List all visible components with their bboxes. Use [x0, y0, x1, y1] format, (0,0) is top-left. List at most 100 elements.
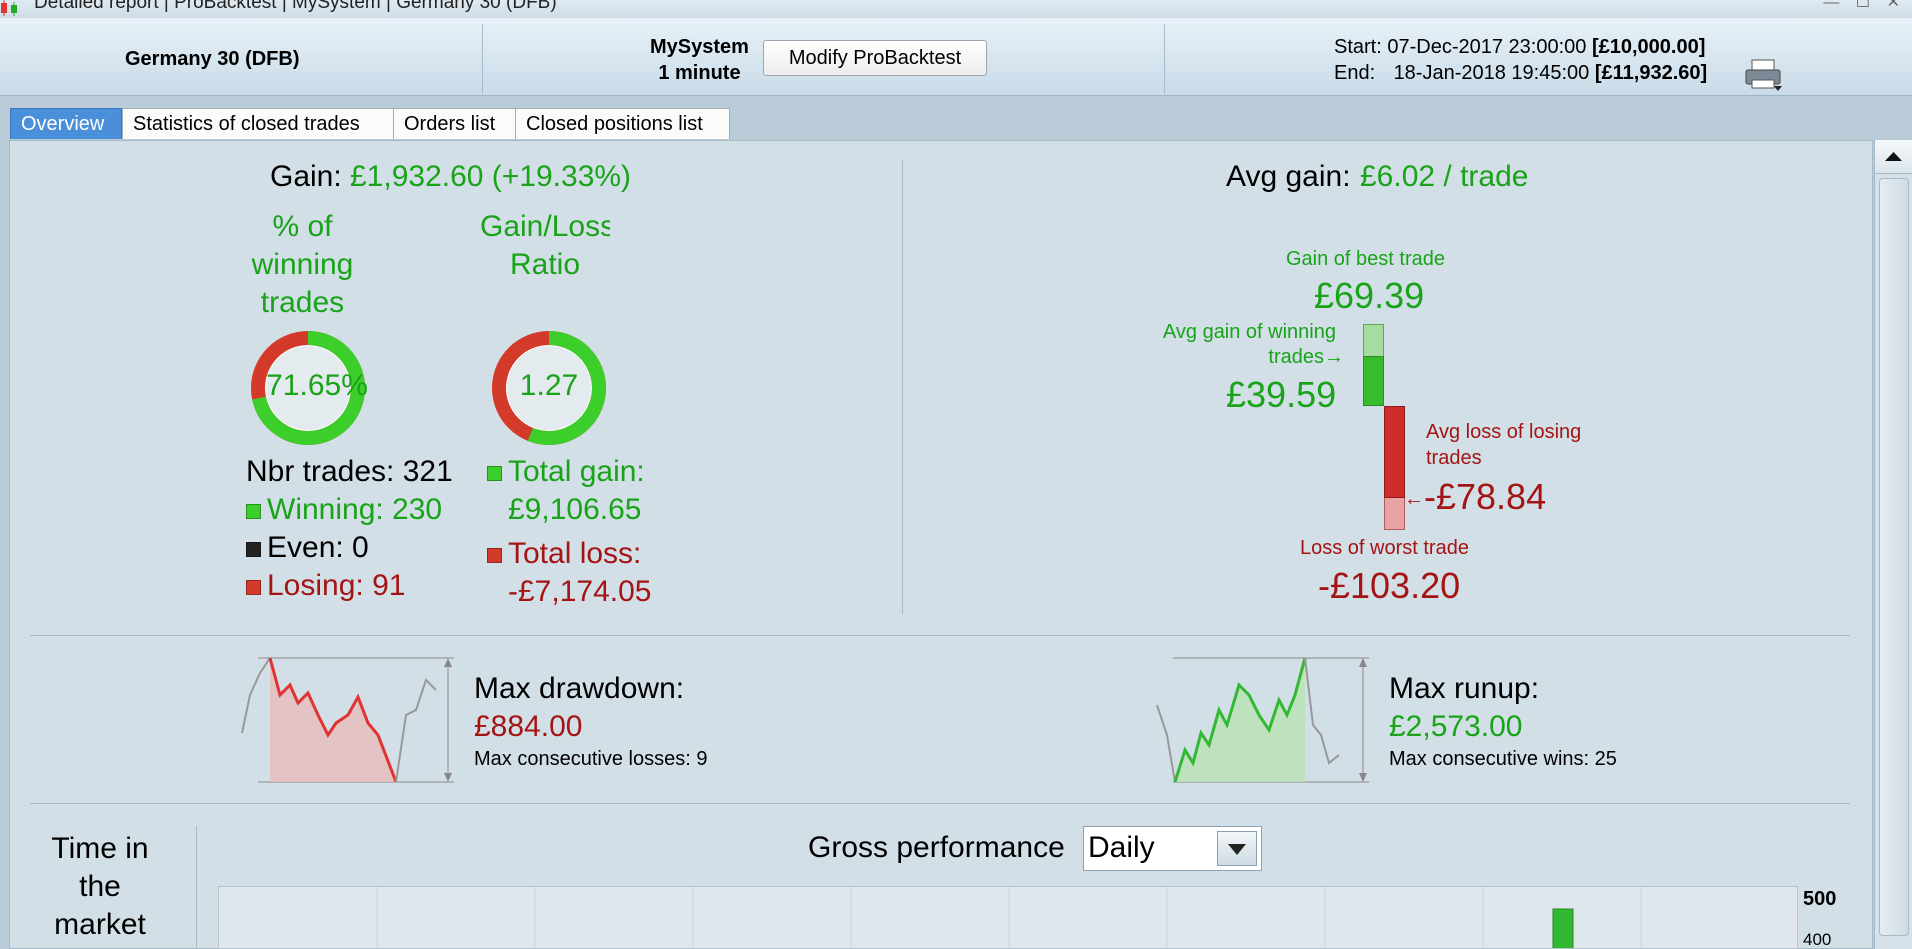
header-separator: [482, 24, 483, 94]
arrow-right-icon: →: [1324, 346, 1344, 368]
pct-winning-label: % of winning trades: [251, 210, 354, 319]
max-drawdown-value: £884.00: [474, 710, 583, 743]
window-title: Detailed report | ProBacktest | MySystem…: [34, 0, 557, 13]
avg-win-label-line2: trades→: [1150, 346, 1344, 369]
gain-value: £1,932.60 (+19.33%): [350, 160, 632, 193]
end-row: End: 18-Jan-2018 19:45:00 [£11,932.60]: [1334, 60, 1707, 86]
backtest-dates: Start: 07-Dec-2017 23:00:00 [£10,000.00]…: [1334, 34, 1707, 86]
best-trade-value: £69.39: [1314, 275, 1425, 316]
vertical-divider: [902, 160, 903, 614]
performance-bar: [1552, 908, 1574, 948]
candlestick-app-icon: [1, 0, 17, 16]
arrow-left-icon: ←: [1404, 487, 1424, 510]
modify-probacktest-button[interactable]: Modify ProBacktest: [763, 40, 987, 76]
y-tick-500: 500: [1803, 888, 1837, 910]
start-date: 07-Dec-2017 23:00:00: [1387, 36, 1587, 58]
tab-orders-list[interactable]: Orders list: [393, 108, 533, 139]
gross-performance-chart: [218, 886, 1798, 949]
scroll-up-button[interactable]: [1875, 140, 1912, 174]
window-titlebar: Detailed report | ProBacktest | MySystem…: [0, 0, 1912, 18]
start-capital: [£10,000.00]: [1591, 36, 1706, 58]
avg-win-label-text: trades: [1268, 346, 1324, 368]
losing-count: Losing: 91: [246, 569, 405, 603]
green-square-icon: [246, 503, 261, 519]
start-row: Start: 07-Dec-2017 23:00:00 [£10,000.00]: [1334, 34, 1707, 60]
black-square-icon: [246, 541, 261, 557]
max-drawdown-sparkline: [241, 657, 454, 783]
gross-performance-grid: [376, 887, 1642, 948]
avg-gain-label: Avg gain:: [1226, 160, 1351, 193]
chevron-up-icon: [1885, 152, 1902, 161]
system-info: MySystem 1 minute: [650, 34, 749, 86]
avg-loss-value: ←-£78.84: [1404, 476, 1546, 518]
gain-loss-ratio-label: Gain/Loss Ratio: [480, 210, 610, 281]
total-gain-label: Total gain:: [487, 455, 645, 489]
time-in-market-label: Time in the market: [51, 832, 149, 941]
even-count: Even: 0: [246, 531, 369, 565]
max-consecutive-wins: Max consecutive wins: 25: [1389, 748, 1617, 770]
vertical-scrollbar[interactable]: [1874, 140, 1912, 949]
y-tick-400: 400: [1803, 930, 1832, 949]
max-drawdown-label: Max drawdown:: [474, 672, 685, 705]
vertical-divider: [196, 826, 197, 949]
period-select[interactable]: Daily: [1083, 826, 1262, 871]
max-runup-sparkline: [1156, 657, 1369, 783]
max-consecutive-losses: Max consecutive losses: 9: [474, 748, 708, 770]
red-square-icon: [246, 579, 261, 595]
worst-trade-value: -£103.20: [1318, 565, 1461, 606]
printer-icon[interactable]: [1744, 58, 1784, 94]
winning-count: Winning: 230: [246, 493, 442, 527]
donut-winning-segment: [251, 331, 365, 445]
total-gain-value: £9,106.65: [508, 493, 642, 526]
avg-win-label-line1: Avg gain of winning: [1162, 321, 1336, 343]
gain-label: Gain:: [270, 160, 342, 193]
tab-statistics-closed-trades[interactable]: Statistics of closed trades: [122, 108, 402, 139]
gain-loss-ratio-donut: [492, 331, 606, 445]
horizontal-divider: [30, 635, 1850, 636]
gross-performance-title: Gross performance: [808, 831, 1065, 864]
window-controls[interactable]: — ☐ ✕: [1823, 0, 1906, 11]
total-loss-label: Total loss:: [487, 537, 641, 571]
avg-loss-label-line1: Avg loss of losing: [1426, 421, 1582, 443]
green-square-icon: [487, 465, 502, 481]
total-loss-label-text: Total loss:: [508, 537, 642, 570]
system-name: MySystem: [650, 36, 749, 58]
avg-gain-value: £6.02 / trade: [1360, 160, 1529, 193]
report-header: Germany 30 (DFB) MySystem 1 minute Modif…: [0, 18, 1912, 96]
winning-trades-donut: [251, 331, 365, 445]
total-gain-label-text: Total gain:: [508, 455, 645, 488]
tab-overview[interactable]: Overview: [10, 108, 122, 139]
horizontal-divider: [30, 803, 1850, 804]
losing-text: Losing: 91: [267, 569, 406, 602]
avg-loss-bar: [1384, 406, 1405, 498]
best-trade-label: Gain of best trade: [1286, 248, 1445, 270]
avg-loss-value-text: -£78.84: [1424, 476, 1547, 517]
chevron-down-icon: [1228, 844, 1246, 855]
end-label: End:: [1334, 62, 1376, 84]
total-loss-value: -£7,174.05: [508, 575, 652, 608]
donut-gain-segment: [492, 331, 606, 445]
winning-text: Winning: 230: [267, 493, 443, 526]
max-runup-value: £2,573.00: [1389, 710, 1523, 743]
pct-winning-value: 71.65%: [266, 369, 368, 402]
period-select-value: Daily: [1088, 831, 1155, 864]
timeframe: 1 minute: [658, 62, 741, 84]
avg-win-bar: [1363, 356, 1384, 406]
nbr-trades: Nbr trades: 321: [246, 455, 453, 488]
avg-win-value: £39.59: [1226, 374, 1337, 415]
start-label: Start:: [1334, 36, 1382, 58]
even-text: Even: 0: [267, 531, 369, 564]
instrument-name: Germany 30 (DFB): [125, 48, 300, 70]
dropdown-arrow[interactable]: [1217, 831, 1257, 866]
gain-loss-ratio-value: 1.27: [519, 369, 579, 402]
scrollbar-thumb[interactable]: [1879, 178, 1909, 936]
max-runup-label: Max runup:: [1389, 672, 1540, 705]
tab-closed-positions-list[interactable]: Closed positions list: [515, 108, 730, 139]
worst-trade-label: Loss of worst trade: [1300, 537, 1469, 559]
end-capital: [£11,932.60]: [1594, 62, 1708, 84]
header-separator: [1164, 24, 1165, 94]
red-square-icon: [487, 547, 502, 563]
avg-loss-label-line2: trades: [1426, 447, 1482, 469]
overview-panel: [9, 140, 1873, 949]
end-date: 18-Jan-2018 19:45:00: [1393, 62, 1590, 84]
